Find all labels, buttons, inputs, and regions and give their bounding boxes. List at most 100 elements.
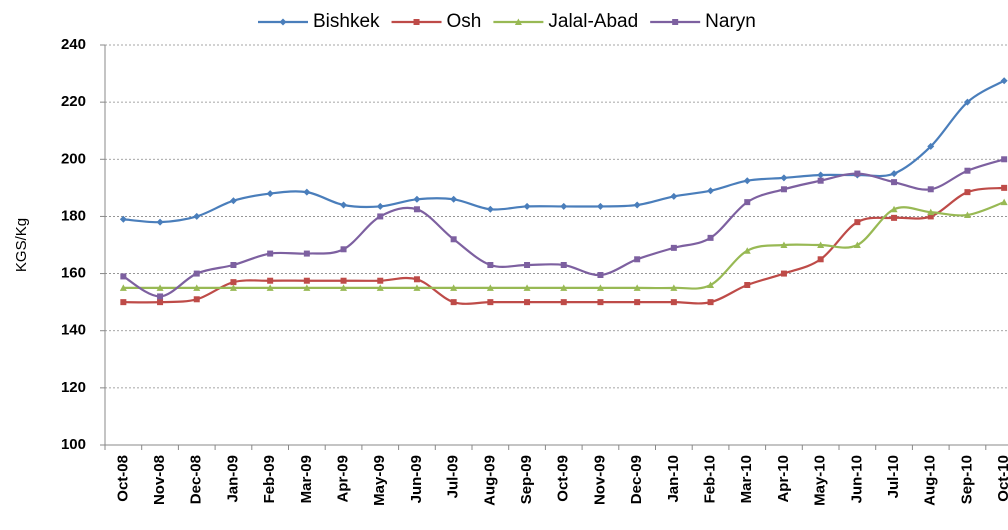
data-point: [853, 241, 861, 248]
data-point: [377, 277, 384, 284]
data-point: [670, 299, 677, 306]
data-point: [560, 284, 568, 291]
x-tick-label: Dec-09: [628, 455, 645, 504]
x-tick-label: Feb-10: [702, 455, 719, 503]
data-point: [120, 299, 127, 306]
data-point: [376, 202, 384, 210]
data-point: [964, 167, 971, 174]
data-point: [450, 195, 458, 203]
data-point: [303, 188, 311, 196]
data-point: [267, 277, 274, 284]
x-tick-label: Feb-09: [261, 455, 278, 503]
data-point: [780, 186, 787, 193]
data-point: [744, 199, 751, 206]
legend-label: Bishkek: [313, 11, 380, 32]
x-tick-label: Jul-09: [445, 455, 462, 498]
data-point: [120, 273, 127, 280]
data-point: [266, 284, 274, 291]
data-point: [927, 142, 935, 150]
data-point: [964, 189, 971, 196]
data-point: [487, 299, 494, 306]
data-point: [303, 250, 310, 257]
x-tick-label: Nov-08: [151, 455, 168, 505]
x-tick-label: Aug-10: [922, 455, 939, 506]
y-tick-label: 240: [61, 36, 86, 53]
data-point: [780, 270, 787, 277]
data-point: [560, 202, 568, 210]
data-point: [634, 256, 641, 263]
data-point: [119, 215, 127, 223]
legend-label: Jalal-Abad: [548, 11, 638, 32]
data-point: [633, 284, 641, 291]
data-point: [230, 262, 237, 268]
data-point: [707, 187, 715, 195]
data-point: [157, 299, 164, 306]
series-line: [122, 158, 1005, 298]
data-point: [450, 236, 457, 243]
y-tick-label: 120: [61, 379, 86, 396]
data-point: [487, 262, 494, 268]
data-point: [780, 174, 788, 182]
x-tick-label: Nov-09: [591, 455, 608, 505]
data-point: [743, 247, 751, 254]
data-point: [670, 192, 678, 200]
data-point: [596, 202, 604, 210]
legend-marker: [279, 18, 287, 26]
x-tick-label: Sep-09: [518, 455, 535, 504]
data-point: [413, 206, 420, 213]
x-tick-label: Mar-10: [738, 455, 755, 503]
data-point: [193, 212, 201, 220]
data-point: [1001, 184, 1008, 191]
y-tick-label: 100: [61, 436, 86, 453]
x-tick-label: Jan-10: [665, 455, 682, 503]
data-point: [266, 190, 274, 198]
data-point: [340, 284, 348, 291]
data-point: [193, 284, 201, 291]
data-point: [340, 201, 348, 209]
legend-marker: [672, 19, 679, 25]
data-point: [817, 177, 824, 184]
data-point: [229, 197, 237, 205]
x-tick-label: Mar-09: [298, 455, 315, 503]
data-point: [891, 179, 898, 186]
x-tick-label: Apr-09: [335, 455, 352, 503]
data-point: [890, 205, 898, 213]
data-point: [596, 284, 604, 291]
data-point: [817, 171, 825, 179]
data-point: [450, 299, 457, 306]
data-point: [780, 241, 788, 248]
data-point: [413, 276, 420, 283]
data-point: [486, 205, 494, 213]
legend-label: Osh: [447, 11, 482, 32]
data-point: [413, 195, 421, 203]
x-tick-label: May-10: [812, 455, 829, 506]
y-tick-label: 180: [61, 207, 86, 224]
data-point: [963, 98, 971, 106]
data-point: [634, 299, 641, 306]
series-line: [123, 79, 1005, 224]
x-tick-label: Jan-09: [224, 455, 241, 503]
x-tick-label: Jul-10: [885, 455, 902, 498]
data-point: [927, 213, 934, 220]
data-point: [744, 282, 751, 288]
data-point: [743, 177, 751, 185]
data-point: [450, 284, 458, 291]
data-point: [524, 299, 531, 306]
x-tick-label: Oct-09: [555, 455, 572, 502]
legend-marker: [413, 19, 420, 25]
data-point: [230, 279, 237, 286]
legend-label: Naryn: [705, 11, 756, 32]
data-point: [817, 241, 825, 248]
y-tick-label: 140: [61, 322, 86, 339]
data-point: [376, 284, 384, 291]
data-point: [119, 284, 127, 291]
data-point: [670, 244, 677, 251]
data-point: [927, 208, 935, 216]
data-point: [891, 214, 898, 221]
data-point: [303, 284, 311, 291]
x-tick-label: Oct-10: [995, 455, 1008, 502]
data-point: [1001, 156, 1008, 163]
y-tick-label: 200: [61, 150, 86, 167]
data-point: [1000, 198, 1008, 206]
